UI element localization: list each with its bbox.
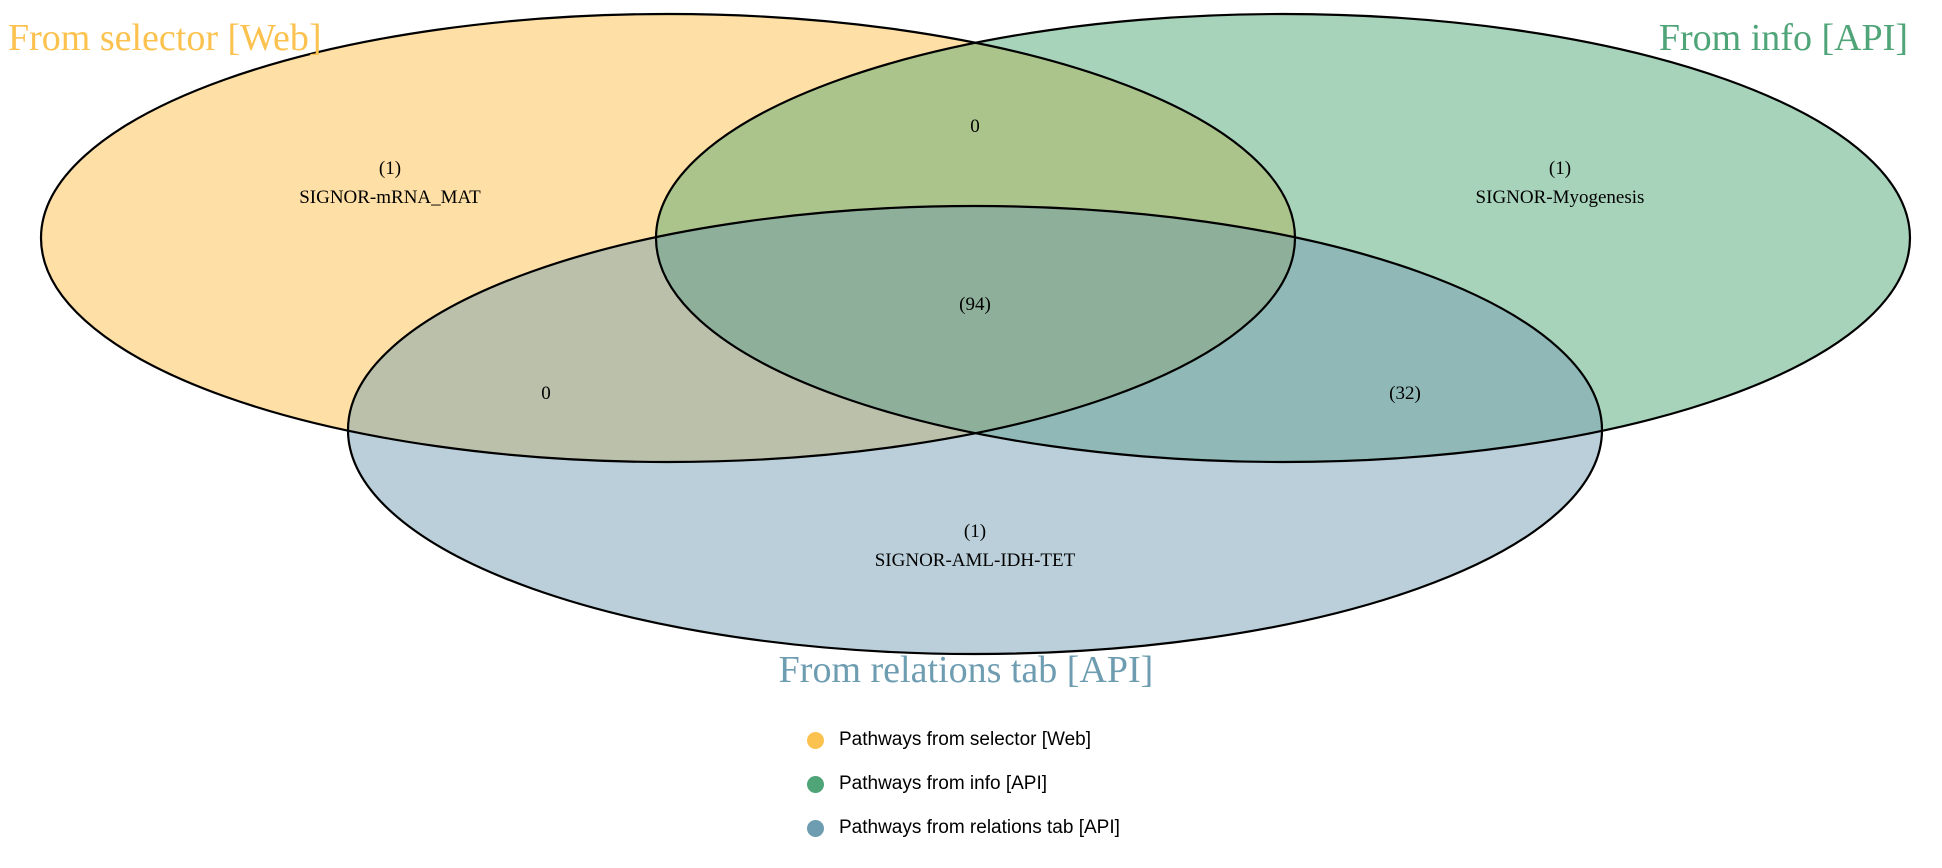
region-all-three-count: (94) (959, 294, 991, 315)
legend-label-relations: Pathways from relations tab [API] (839, 817, 1120, 838)
legend-item-selector: Pathways from selector [Web] (807, 718, 1120, 762)
set-title-relations: From relations tab [API] (779, 649, 1154, 691)
legend-item-info: Pathways from info [API] (807, 762, 1120, 806)
legend: Pathways from selector [Web] Pathways fr… (807, 718, 1120, 850)
region-relations-only-item: SIGNOR-AML-IDH-TET (875, 550, 1076, 571)
legend-dot-selector (807, 731, 824, 749)
venn-diagram: From selector [Web] From info [API] From… (8, 12, 1912, 691)
legend-label-selector: Pathways from selector [Web] (839, 729, 1092, 750)
legend-label-info: Pathways from info [API] (839, 773, 1048, 794)
legend-dot-info (807, 775, 824, 793)
set-title-info: From info [API] (1659, 17, 1908, 59)
region-selector-only-item: SIGNOR-mRNA_MAT (299, 187, 481, 208)
legend-item-relations: Pathways from relations tab [API] (807, 806, 1120, 850)
legend-dot-relations (807, 819, 824, 837)
region-selector-relations-count: 0 (541, 383, 551, 404)
region-selector-only-count: (1) (379, 158, 401, 179)
set-relations-outline (346, 204, 1604, 656)
region-info-only-count: (1) (1549, 158, 1571, 179)
region-relations-only-count: (1) (964, 521, 986, 542)
region-selector-info-count: 0 (970, 116, 980, 137)
set-title-selector: From selector [Web] (8, 17, 322, 59)
region-info-relations-count: (32) (1389, 383, 1421, 404)
region-info-only-item: SIGNOR-Myogenesis (1476, 187, 1645, 208)
